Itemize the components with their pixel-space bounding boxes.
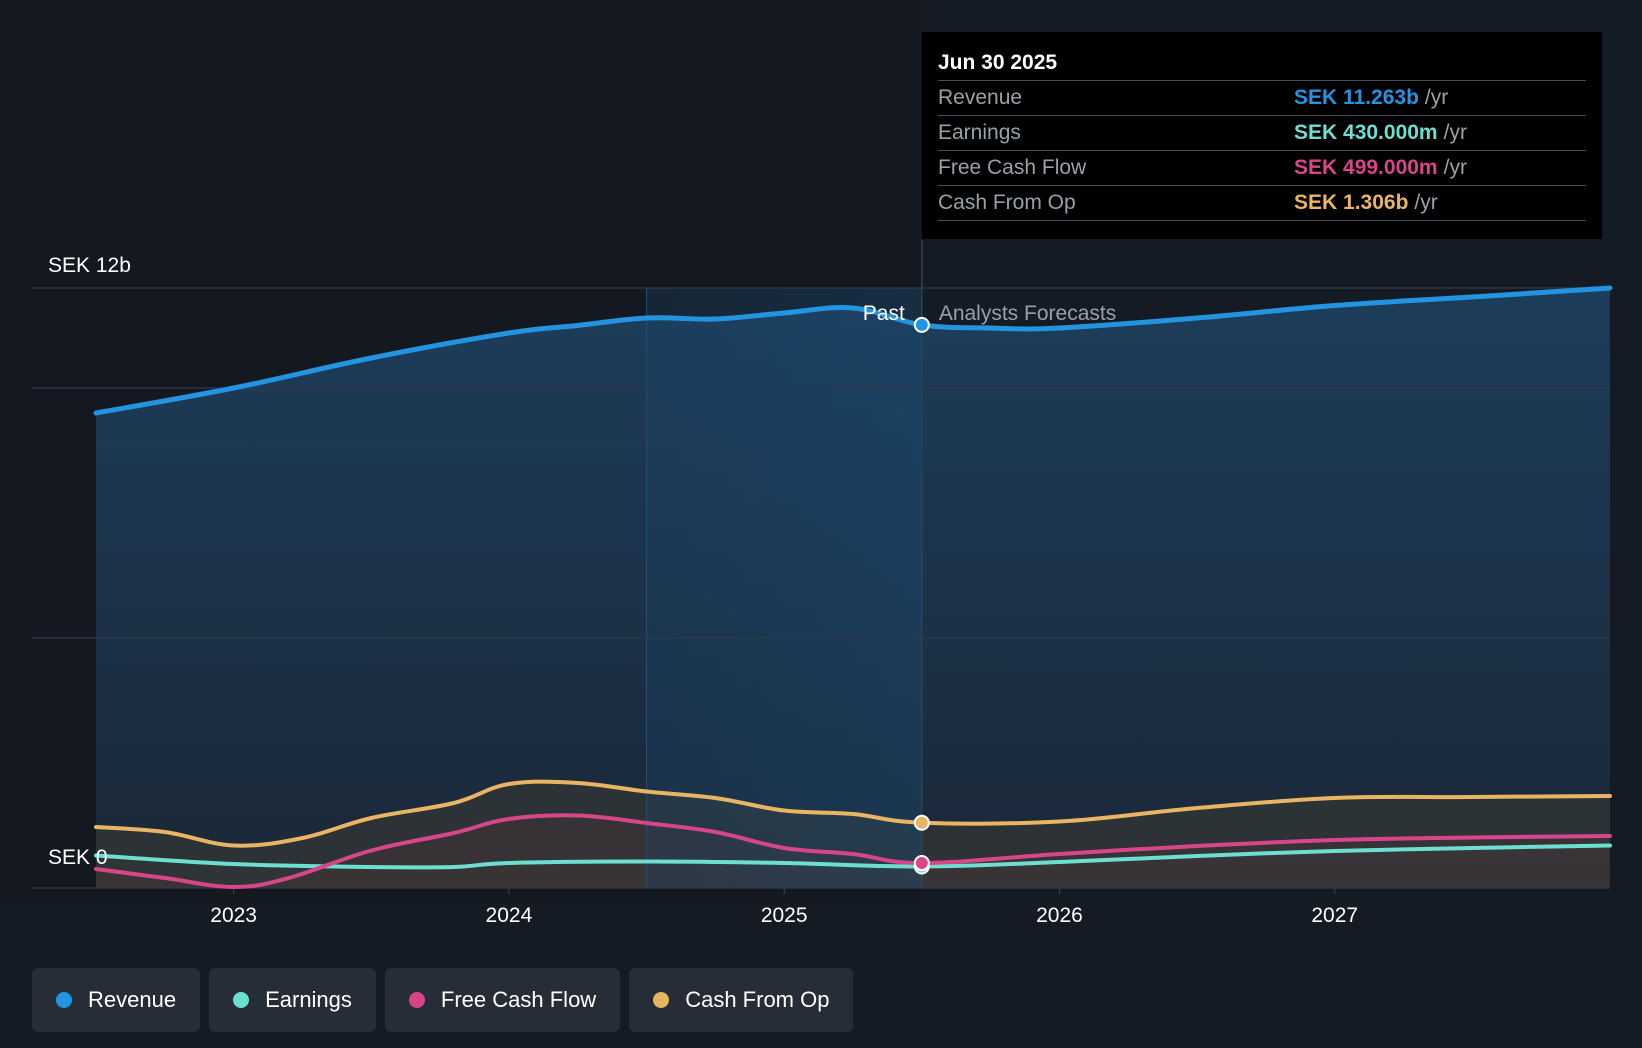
series-line-cash-from-op: [94, 779, 1612, 848]
past-label: Past: [863, 302, 905, 325]
tooltip-row-revenue: Revenue SEK 11.263b /yr: [938, 81, 1586, 116]
x-tick-label: 2025: [761, 904, 808, 927]
x-tick-label: 2027: [1311, 904, 1358, 927]
tooltip-value: SEK 499.000m: [1294, 156, 1438, 179]
tooltip-unit: /yr: [1424, 86, 1449, 109]
marker-cash-from-op: [913, 814, 930, 831]
y-axis-label: SEK 0: [48, 846, 108, 869]
legend-item-cash-from-op[interactable]: Cash From Op: [629, 968, 854, 1032]
marker-revenue: [913, 316, 930, 333]
tooltip-label: Earnings: [938, 121, 1021, 144]
marker-free-cash-flow: [913, 855, 930, 872]
tooltip: Jun 30 2025 Revenue SEK 11.263b /yr Earn…: [922, 32, 1602, 239]
legend-item-revenue[interactable]: Revenue: [32, 968, 201, 1032]
tooltip-value: SEK 430.000m: [1294, 121, 1438, 144]
tooltip-label: Free Cash Flow: [938, 156, 1087, 179]
tooltip-value: SEK 11.263b: [1294, 86, 1419, 109]
tooltip-unit: /yr: [1443, 156, 1467, 179]
legend-dot-icon: [56, 992, 72, 1008]
series-line-revenue: [93, 285, 1613, 416]
legend: Revenue Earnings Free Cash Flow Cash Fro…: [32, 968, 854, 1032]
legend-label: Free Cash Flow: [440, 987, 597, 1012]
legend-item-earnings[interactable]: Earnings: [209, 968, 376, 1032]
series-line-free-cash-flow: [94, 813, 1612, 890]
legend-label: Earnings: [265, 987, 352, 1012]
tooltip-unit: /yr: [1414, 191, 1438, 214]
tooltip-date: Jun 30 2025: [938, 46, 1586, 81]
past-highlight-band: [646, 288, 922, 888]
x-tick-label: 2023: [210, 904, 257, 927]
legend-item-free-cash-flow[interactable]: Free Cash Flow: [384, 968, 621, 1032]
legend-label: Cash From Op: [685, 987, 830, 1012]
series-line-earnings: [94, 843, 1612, 870]
legend-dot-icon: [653, 992, 670, 1008]
tooltip-row-free-cash-flow: Free Cash Flow SEK 499.000m /yr: [938, 151, 1586, 186]
legend-label: Revenue: [88, 987, 177, 1012]
tooltip-value: SEK 1.306b: [1294, 191, 1409, 214]
tooltip-unit: /yr: [1443, 121, 1467, 144]
tooltip-label: Cash From Op: [938, 191, 1076, 214]
legend-dot-icon: [408, 992, 425, 1008]
tooltip-row-cash-from-op: Cash From Op SEK 1.306b /yr: [938, 186, 1586, 221]
forecast-label: Analysts Forecasts: [939, 302, 1116, 325]
tooltip-row-earnings: Earnings SEK 430.000m /yr: [938, 116, 1586, 151]
legend-dot-icon: [233, 992, 250, 1008]
y-axis-label: SEK 12b: [48, 254, 131, 277]
tooltip-label: Revenue: [938, 86, 1023, 109]
x-tick-label: 2024: [486, 904, 533, 927]
x-tick-label: 2026: [1036, 904, 1083, 927]
